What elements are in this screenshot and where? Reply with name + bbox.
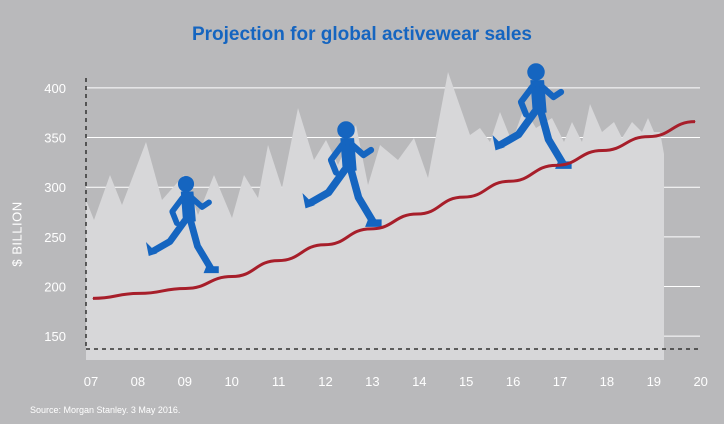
y-tick-label: 200 [44,279,66,294]
data-point [694,121,696,123]
x-tick-label: 10 [224,374,238,389]
data-point [462,196,464,198]
x-tick-label: 07 [84,374,98,389]
data-point [601,149,603,151]
y-tick-labels: 150 200 250 300 350 400 [44,81,66,344]
series-points [92,121,696,299]
x-tick-label: 17 [553,374,567,389]
x-tick-label: 14 [412,374,426,389]
data-point [92,297,94,299]
data-point [324,244,326,246]
y-tick-label: 150 [44,329,66,344]
x-tick-label: 20 [693,374,707,389]
data-point [555,164,557,166]
data-point [416,213,418,215]
data-point [231,276,233,278]
x-tick-label: 16 [506,374,520,389]
x-tick-label: 19 [647,374,661,389]
x-tick-label: 15 [459,374,473,389]
data-point [138,292,140,294]
data-point [370,228,372,230]
x-tick-label: 18 [600,374,614,389]
y-tick-label: 350 [44,131,66,146]
y-tick-label: 250 [44,230,66,245]
series-line [92,120,696,300]
y-tick-label: 400 [44,81,66,96]
data-point [648,136,650,138]
x-tick-label: 08 [131,374,145,389]
source-note: Source: Morgan Stanley. 3 May 2016. [30,405,181,415]
x-tick-label: 11 [272,374,286,389]
data-point [509,180,511,182]
mountain-background [86,72,664,360]
x-tick-labels: 07 08 09 10 11 12 13 14 15 16 17 18 19 20 [84,374,708,389]
chart-title: Projection for global activewear sales [191,24,532,45]
x-tick-label: 12 [318,374,332,389]
x-tick-label: 13 [365,374,379,389]
y-tick-label: 300 [44,180,66,195]
x-tick-label: 09 [178,374,192,389]
data-point [185,287,187,289]
data-point [277,260,279,262]
